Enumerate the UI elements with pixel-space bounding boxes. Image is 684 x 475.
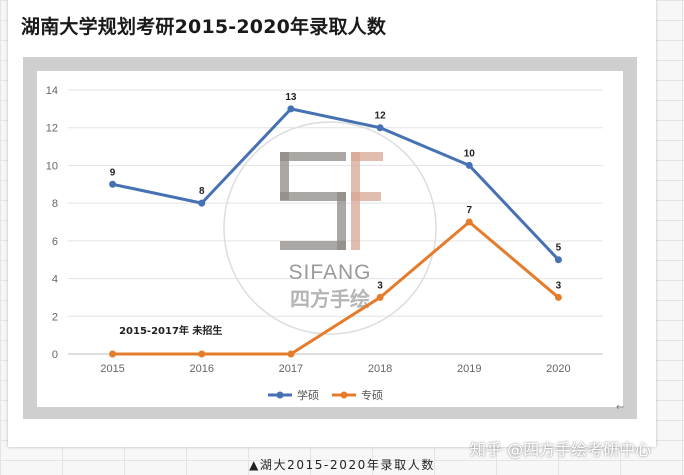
data-label: 8 [199, 186, 205, 197]
y-tick-label: 2 [52, 311, 58, 323]
y-axis-ticks: 0 2 4 6 8 10 12 14 [46, 85, 58, 361]
legend-marker [340, 391, 348, 399]
legend-label: 学硕 [297, 388, 319, 402]
data-point [198, 350, 206, 358]
data-label: 12 [375, 111, 387, 122]
data-point [465, 161, 473, 169]
data-point [376, 293, 384, 301]
x-tick-label: 2020 [546, 363, 570, 375]
legend-marker [276, 391, 284, 399]
x-tick-label: 2017 [279, 363, 303, 375]
data-point [287, 105, 295, 113]
data-label: 3 [377, 280, 383, 291]
y-tick-label: 14 [46, 85, 58, 97]
chart-annotation: 2015-2017年 未招生 [119, 324, 222, 337]
figure-caption: ▲湖大2015-2020年录取人数 [249, 458, 435, 472]
y-tick-label: 12 [46, 123, 58, 135]
chart-plot-area [37, 71, 623, 407]
gridlines [68, 89, 603, 355]
data-label: 5 [556, 243, 562, 254]
data-point [554, 293, 562, 301]
data-point [109, 350, 117, 358]
x-tick-label: 2016 [190, 363, 214, 375]
logo-text-cn: 四方手绘 [290, 287, 370, 311]
data-point [465, 218, 473, 226]
chart-legend: 学硕 专硕 [268, 388, 383, 402]
data-point [198, 199, 206, 207]
x-axis-ticks: 2015 2016 2017 2018 2019 2020 [100, 363, 570, 375]
data-label: 3 [556, 280, 562, 291]
series-line [111, 107, 560, 262]
source-watermark: 知乎 @四方手绘考研中心 [470, 440, 652, 459]
data-point [287, 350, 295, 358]
legend-label: 专硕 [361, 388, 383, 402]
x-tick-label: 2015 [100, 363, 124, 375]
data-labels: 9 8 13 12 10 5 3 7 3 [110, 92, 562, 292]
x-tick-label: 2019 [457, 363, 481, 375]
data-point [109, 180, 117, 188]
y-tick-label: 10 [46, 160, 58, 172]
x-tick-label: 2018 [368, 363, 392, 375]
data-label: 10 [464, 148, 476, 159]
y-tick-label: 4 [52, 274, 58, 286]
y-tick-label: 0 [52, 349, 58, 361]
sifang-logo-watermark: SIFANG 四方手绘 [223, 121, 437, 335]
data-label: 7 [466, 205, 472, 216]
resize-arrow-icon: ← [616, 402, 625, 413]
data-point [554, 256, 562, 264]
y-tick-label: 8 [52, 198, 58, 210]
data-label: 9 [110, 167, 116, 178]
data-point [376, 124, 384, 132]
series-line [111, 220, 560, 356]
page-title: 湖南大学规划考研2015-2020年录取人数 [21, 16, 387, 38]
y-tick-label: 6 [52, 236, 58, 248]
series-lines [109, 105, 562, 358]
logo-text: SIFANG [288, 261, 371, 284]
data-label: 13 [285, 92, 297, 103]
